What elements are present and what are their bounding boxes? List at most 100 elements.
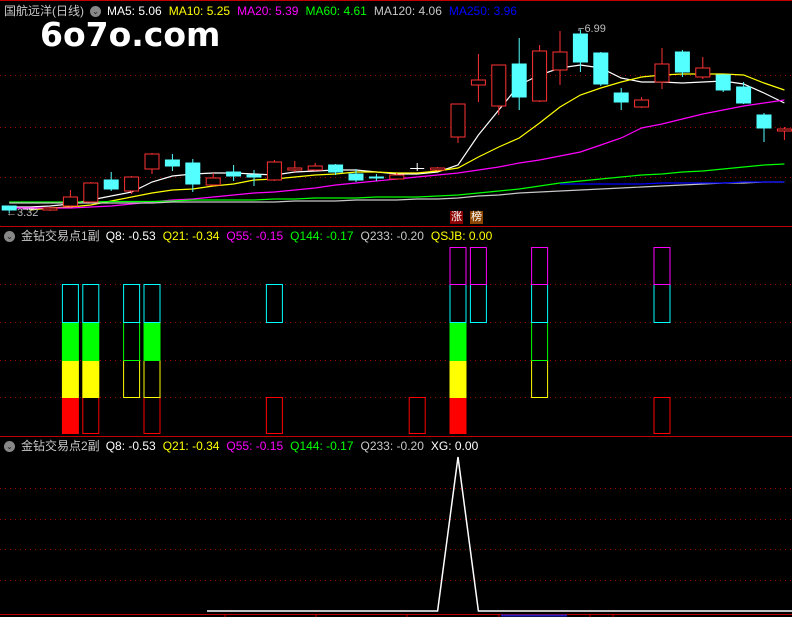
candle xyxy=(164,154,180,171)
signal-band-red xyxy=(408,397,426,434)
candle xyxy=(593,52,609,86)
ma-legend-item: MA60: 4.61 xyxy=(305,4,367,18)
signal-column xyxy=(449,247,467,434)
main-chart-header: 国航远洋(日线) ⌄ MA5: 5.06 MA10: 5.25 MA20: 5.39… xyxy=(4,4,517,18)
candle xyxy=(654,48,670,89)
candlesticks xyxy=(1,29,792,213)
candle xyxy=(552,31,568,85)
panel1-legend-item: QSJB: 0.00 xyxy=(430,229,493,243)
signal-band-yellow xyxy=(82,360,100,398)
candle-body xyxy=(226,171,242,177)
signal-column xyxy=(82,284,100,434)
candle-body xyxy=(185,162,201,185)
ma-line-ma60 xyxy=(9,163,785,203)
signal-band-cyan xyxy=(449,284,467,323)
candle xyxy=(572,29,588,72)
signal-band-red xyxy=(82,397,100,434)
candle xyxy=(62,190,78,207)
candle xyxy=(246,170,262,186)
signal-band-cyan xyxy=(143,284,161,323)
ma-legend-item: MA10: 5.25 xyxy=(168,4,231,18)
panel1-legend: Q8: -0.53 Q21: -0.34 Q55: -0.15 Q144: -0.17… xyxy=(106,229,493,243)
candle xyxy=(695,57,711,79)
candle-body xyxy=(389,174,405,180)
signal-column xyxy=(61,284,79,434)
chevron-down-icon[interactable]: ⌄ xyxy=(4,230,15,242)
xg-series-line xyxy=(207,456,792,612)
signal-band-yellow xyxy=(61,360,79,398)
candle-body xyxy=(593,52,609,85)
signal-band-cyan xyxy=(265,284,283,323)
candle-body xyxy=(205,177,221,186)
panel2-legend-item: XG: 0.00 xyxy=(430,439,479,453)
candle-body xyxy=(552,51,568,71)
candle-body xyxy=(103,179,119,190)
signal-band-green xyxy=(61,322,79,361)
candle xyxy=(144,153,160,174)
signal-band-yellow xyxy=(123,360,141,398)
panel2-header: ⌄ 金钻交易点2副 Q8: -0.53 Q21: -0.34 Q55: -0.15 Q… xyxy=(4,439,478,453)
panel2-legend-item: Q144: -0.17 xyxy=(290,439,354,453)
panel2-legend-item: Q55: -0.15 xyxy=(226,439,284,453)
chevron-down-icon[interactable]: ⌄ xyxy=(4,440,15,452)
candle xyxy=(756,113,772,142)
ma-line-ma20 xyxy=(9,99,785,209)
candle xyxy=(430,167,446,171)
candle-body xyxy=(572,33,588,63)
candle xyxy=(736,82,752,104)
signal-band-magenta xyxy=(469,247,487,285)
candle xyxy=(715,74,731,92)
ma-legend-item: MA120: 4.06 xyxy=(373,4,442,18)
chevron-down-icon[interactable]: ⌄ xyxy=(90,5,101,17)
signal-band-cyan xyxy=(653,284,671,323)
watermark-logo: 6o7o.com xyxy=(40,15,221,54)
candle xyxy=(450,103,466,143)
candle xyxy=(532,45,548,102)
ma-line-ma10 xyxy=(29,73,785,211)
candle xyxy=(205,173,221,186)
candle-body xyxy=(83,182,99,203)
candle xyxy=(613,88,629,110)
signal-band-green xyxy=(143,322,161,361)
signal-band-yellow xyxy=(449,360,467,398)
candle-body xyxy=(368,176,384,179)
limit-up-badge[interactable]: 涨 xyxy=(450,211,463,224)
candle-body xyxy=(532,50,548,102)
panel2-legend-item: Q8: -0.53 xyxy=(105,439,156,453)
panel1-header: ⌄ 金钻交易点1副 Q8: -0.53 Q21: -0.34 Q55: -0.15 Q… xyxy=(4,229,492,243)
panel2-legend-item: Q233: -0.20 xyxy=(360,439,424,453)
signal-column xyxy=(531,247,549,398)
signal-band-magenta xyxy=(449,247,467,285)
max-price-label: ⌐6.99 xyxy=(578,23,606,35)
candle-body xyxy=(470,79,486,86)
candle xyxy=(22,208,37,210)
panel1-legend-item: Q233: -0.20 xyxy=(360,229,424,243)
candle-body xyxy=(246,174,262,178)
ranking-badge[interactable]: 榜 xyxy=(470,211,483,224)
signal-band-yellow xyxy=(531,360,549,398)
signal-band-red xyxy=(265,397,283,434)
candle xyxy=(307,163,323,171)
stock-title: 国航远洋(日线) xyxy=(4,4,84,18)
signal-band-red xyxy=(449,397,467,434)
candle xyxy=(389,173,405,180)
candle xyxy=(776,127,792,140)
panel2-title: 金钻交易点2副 xyxy=(21,439,100,453)
panel2-legend-item: Q21: -0.34 xyxy=(162,439,220,453)
candle-body xyxy=(715,74,731,91)
signal-column xyxy=(408,397,426,434)
candle xyxy=(83,182,99,203)
panel1-legend-item: Q21: -0.34 xyxy=(162,229,220,243)
candle xyxy=(328,164,344,175)
signal-column xyxy=(123,284,141,398)
candle xyxy=(287,161,303,172)
ma-line-ma120 xyxy=(9,181,785,204)
signal-column xyxy=(265,284,283,434)
candle-body xyxy=(42,207,58,211)
ma-legend-item: MA5: 5.06 xyxy=(107,4,162,18)
candle-body xyxy=(144,153,160,170)
candle xyxy=(634,97,650,108)
panel1-legend-item: Q144: -0.17 xyxy=(290,229,354,243)
candle xyxy=(42,207,58,211)
